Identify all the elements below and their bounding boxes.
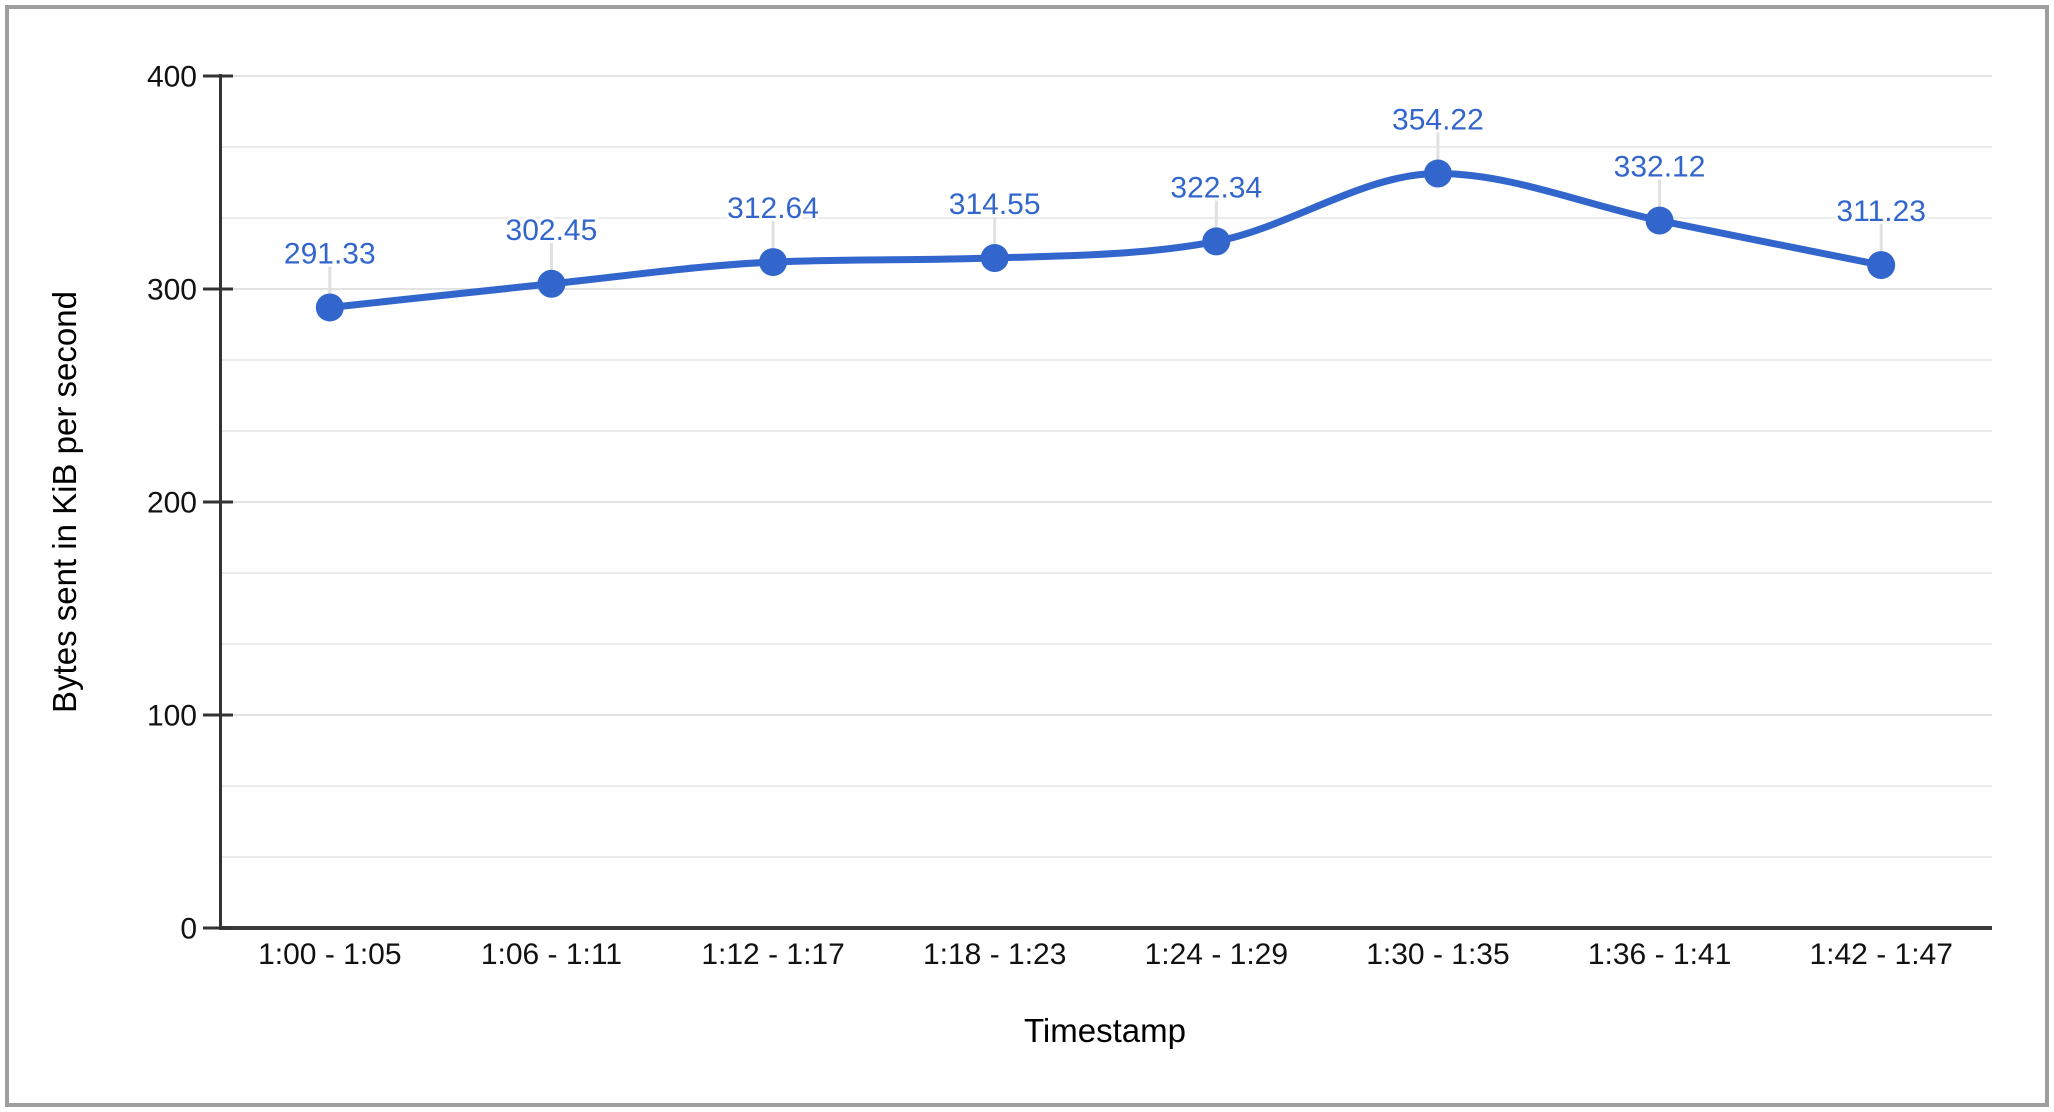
data-point-label: 354.22 <box>1392 104 1484 137</box>
x-tick-label: 1:24 - 1:29 <box>1145 938 1288 971</box>
data-point-marker[interactable] <box>1423 159 1452 188</box>
y-axis-title: Bytes sent in KiB per second <box>46 291 83 713</box>
gridlines <box>222 75 1992 858</box>
y-tick-label: 400 <box>147 61 197 94</box>
series-line <box>326 170 1885 311</box>
data-point-label: 312.64 <box>727 192 819 225</box>
x-tick-label: 1:06 - 1:11 <box>481 938 622 971</box>
series <box>326 170 1885 311</box>
x-axis-title: Timestamp <box>1024 1012 1186 1049</box>
data-points <box>315 159 1896 322</box>
x-tick-label: 1:42 - 1:47 <box>1809 938 1952 971</box>
x-tick-label: 1:18 - 1:23 <box>923 938 1066 971</box>
tick-labels: 0 100 200 300 400 1:00 - 1:05 1:06 - 1:11 1:12 … <box>147 61 1953 972</box>
data-point-marker[interactable] <box>537 269 566 298</box>
y-tick-label: 300 <box>147 274 197 307</box>
data-point-marker[interactable] <box>1202 227 1231 256</box>
y-tick-label: 200 <box>147 487 197 520</box>
y-tick-label: 0 <box>180 913 197 946</box>
data-labels: 291.33 302.45 312.64 314.55 322.34 354.22 332.… <box>281 101 1929 274</box>
data-point-label: 314.55 <box>949 188 1041 221</box>
axes <box>203 74 1992 930</box>
x-tick-label: 1:12 - 1:17 <box>701 938 844 971</box>
data-point-label: 332.12 <box>1614 151 1706 184</box>
x-tick-label: 1:36 - 1:41 <box>1588 938 1731 971</box>
data-label-leaders <box>328 131 1883 294</box>
data-point-marker[interactable] <box>980 244 1009 273</box>
data-point-label: 322.34 <box>1170 171 1262 204</box>
data-point-label: 311.23 <box>1836 195 1926 228</box>
y-tick-label: 100 <box>147 700 197 733</box>
data-point-label: 302.45 <box>506 214 598 247</box>
x-tick-label: 1:30 - 1:35 <box>1366 938 1509 971</box>
data-point-marker[interactable] <box>315 293 344 322</box>
data-point-marker[interactable] <box>759 248 788 277</box>
x-tick-label: 1:00 - 1:05 <box>258 938 401 971</box>
data-point-label: 291.33 <box>284 237 376 270</box>
data-point-marker[interactable] <box>1645 206 1674 235</box>
data-point-marker[interactable] <box>1867 251 1896 280</box>
